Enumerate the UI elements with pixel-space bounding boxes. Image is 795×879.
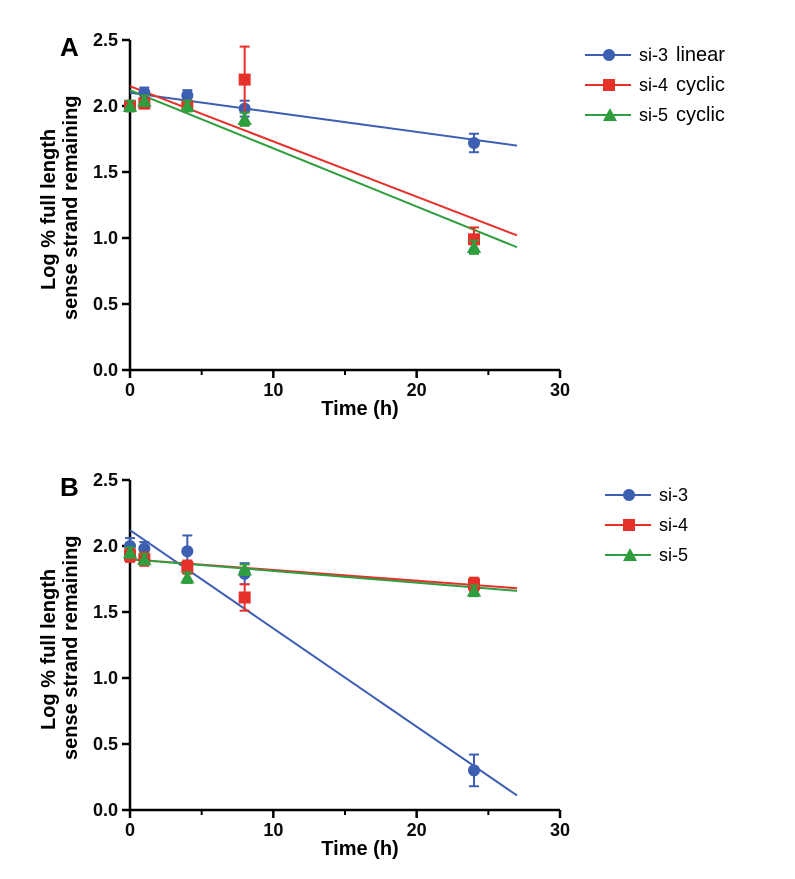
svg-text:20: 20 [407, 820, 427, 840]
legend-label-si-3: si-3 [659, 485, 688, 506]
legend-row-si-3: si-3 [605, 480, 688, 510]
legend-label-si-5: si-5 [659, 545, 688, 566]
legend-marker-si-5 [605, 545, 651, 565]
svg-text:2.5: 2.5 [93, 470, 118, 490]
legend-marker-si-3 [605, 485, 651, 505]
svg-text:10: 10 [263, 820, 283, 840]
panel-B-legend: si-3 si-4 si-5 [605, 480, 688, 570]
panel-B: B Log % full length sense strand remaini… [0, 0, 795, 879]
panel-B-plot: 0.0 0.5 1.0 1.5 2.0 2.5 0 10 20 30 [0, 0, 795, 879]
panel-B-xlabel: Time (h) [300, 838, 420, 861]
svg-text:0.5: 0.5 [93, 734, 118, 754]
svg-text:0.0: 0.0 [93, 800, 118, 820]
legend-row-si-4: si-4 [605, 510, 688, 540]
svg-text:1.5: 1.5 [93, 602, 118, 622]
svg-text:2.0: 2.0 [93, 536, 118, 556]
svg-text:1.0: 1.0 [93, 668, 118, 688]
svg-text:30: 30 [550, 820, 570, 840]
figure-container: A Log % full length sense strand remaini… [0, 0, 795, 879]
legend-row-si-5: si-5 [605, 540, 688, 570]
legend-marker-si-4 [605, 515, 651, 535]
legend-label-si-4: si-4 [659, 515, 688, 536]
svg-text:0: 0 [125, 820, 135, 840]
